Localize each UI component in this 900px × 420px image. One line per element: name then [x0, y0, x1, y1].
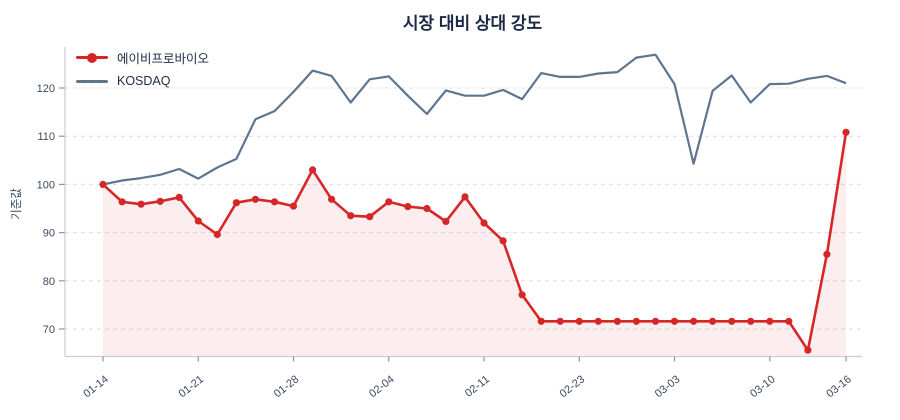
data-point-marker [842, 128, 850, 136]
data-point-marker [309, 166, 317, 174]
data-point-marker [537, 317, 545, 325]
legend-item-stock[interactable]: 에이비프로바이오 [76, 48, 209, 67]
data-point-marker [404, 203, 412, 211]
series-area-fill [103, 132, 846, 357]
y-tick-label: 90 [43, 228, 55, 240]
data-point-marker [461, 193, 469, 201]
legend-label-kosdaq: KOSDAQ [117, 74, 171, 88]
data-point-marker [690, 317, 698, 325]
data-point-marker [709, 317, 717, 325]
x-tick-label: 01-14 [81, 373, 111, 400]
data-point-marker [804, 346, 812, 354]
data-point-marker [99, 180, 107, 188]
data-point-marker [366, 213, 374, 221]
x-tick-label: 01-28 [272, 373, 302, 400]
y-tick-label: 120 [37, 83, 55, 95]
data-point-marker [270, 198, 279, 206]
y-tick-label: 70 [43, 324, 55, 336]
x-tick-label: 02-04 [367, 373, 397, 400]
data-point-marker [613, 317, 622, 325]
data-point-marker [785, 317, 793, 325]
data-point-marker [175, 193, 183, 201]
data-point-marker [232, 199, 240, 207]
data-point-marker [289, 202, 298, 210]
x-tick-label: 03-16 [824, 373, 854, 400]
data-point-marker [499, 237, 507, 245]
y-tick-label: 100 [37, 179, 55, 191]
x-tick-label: 03-03 [653, 373, 683, 400]
data-point-marker [575, 317, 583, 325]
data-point-marker [728, 317, 736, 325]
data-point-marker [632, 317, 641, 325]
data-point-marker [442, 217, 450, 226]
data-point-marker [651, 317, 660, 325]
data-point-marker [747, 317, 755, 325]
y-tick-label: 80 [43, 276, 55, 288]
stock-line [102, 132, 848, 352]
data-point-marker [385, 198, 393, 206]
x-tick-label: 01-21 [177, 373, 207, 400]
data-point-marker [213, 230, 221, 239]
data-point-marker [118, 198, 126, 206]
legend: 에이비프로바이오 KOSDAQ [76, 48, 209, 88]
legend-item-kosdaq[interactable]: KOSDAQ [76, 74, 209, 88]
chart-title: 시장 대비 상대 강도 [402, 14, 543, 33]
data-point-marker [251, 195, 259, 203]
data-point-marker [823, 250, 831, 258]
data-point-marker [156, 197, 164, 205]
x-tick-label: 02-11 [463, 373, 492, 399]
y-tick-label: 110 [37, 131, 55, 143]
x-tick-label: 02-23 [558, 373, 588, 400]
data-point-marker [518, 291, 526, 299]
data-point-marker [556, 317, 564, 325]
data-point-marker [423, 204, 431, 213]
data-point-marker [670, 317, 679, 325]
legend-label-stock: 에이비프로바이오 [117, 52, 210, 66]
x-tick-label: 03-10 [748, 373, 778, 400]
data-point-marker [328, 195, 336, 203]
red-line-marker-swatch [76, 52, 108, 63]
data-point-marker [766, 317, 774, 325]
data-point-marker [594, 317, 602, 325]
data-point-marker [480, 219, 488, 227]
data-point-marker [347, 212, 355, 220]
gray-line-swatch [76, 76, 108, 86]
data-point-marker [194, 217, 202, 225]
data-point-marker [137, 200, 145, 208]
kosdaq-line [102, 53, 847, 186]
